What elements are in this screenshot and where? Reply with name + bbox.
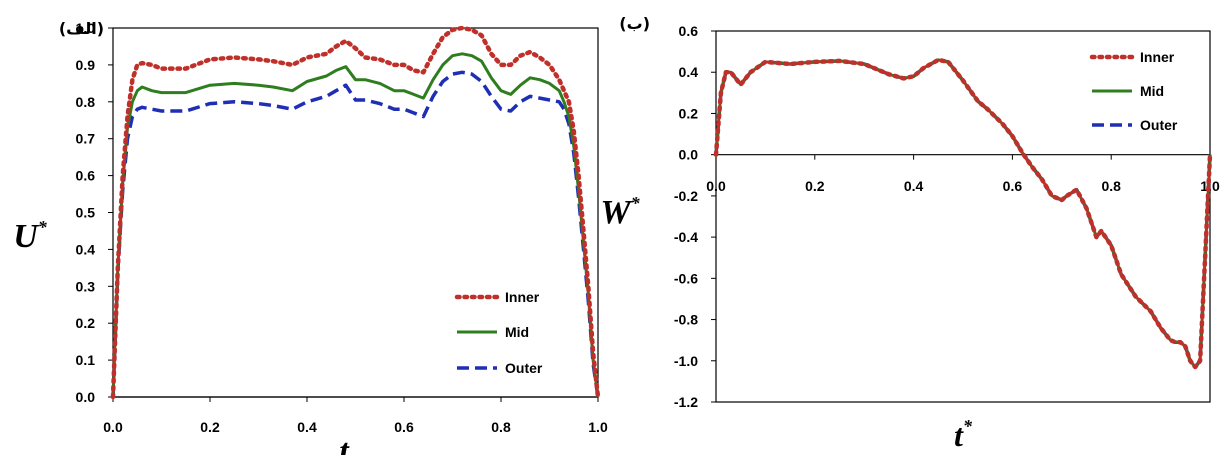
y-tick-label: -0.2 — [674, 188, 698, 204]
y-tick-label: -0.8 — [674, 312, 698, 328]
y-axis-label: U* — [13, 217, 48, 255]
x-tick-label: 0.8 — [491, 419, 511, 435]
panel-label: (ب) — [619, 14, 650, 33]
x-tick-label: 0.4 — [904, 178, 924, 194]
chart-panel-1: 0.0 0.1 0.2 0.3 0.4 0.5 0.6 0.7 0.8 0.9 1.0 0.0 0.2 0… — [13, 19, 608, 455]
y-tick-label: 0.1 — [76, 352, 96, 368]
y-tick-label: -0.6 — [674, 270, 698, 286]
y-tick-label: 0.6 — [76, 168, 96, 184]
series-line-mid — [714, 58, 1212, 369]
x-tick-label: 0.0 — [103, 419, 123, 435]
legend-label-inner: Inner — [1140, 49, 1175, 65]
x-tick-label: 0.6 — [1003, 178, 1023, 194]
x-tick-label: 0.0 — [706, 178, 726, 194]
legend-label-outer: Outer — [505, 360, 543, 376]
x-axis-label: t — [339, 433, 350, 455]
y-tick-label: 0.3 — [76, 278, 96, 294]
y-tick-label: 0.0 — [679, 147, 699, 163]
y-tick-label: -0.4 — [674, 229, 698, 245]
x-tick-label: 1.0 — [588, 419, 608, 435]
legend-label-mid: Mid — [505, 324, 529, 340]
y-tick-label: 0.5 — [76, 205, 96, 221]
y-tick-label: 0.9 — [76, 57, 96, 73]
x-tick-label: 0.6 — [394, 419, 414, 435]
series-line-inner — [713, 57, 1213, 370]
x-tick-label: 0.2 — [805, 178, 825, 194]
y-tick-label: 0.2 — [76, 315, 96, 331]
plot-frame — [715, 30, 1211, 403]
y-tick-label: 0.4 — [679, 64, 699, 80]
y-tick-label: -1.2 — [674, 394, 698, 410]
x-tick-label: 0.4 — [297, 419, 317, 435]
y-tick-label: 0.4 — [76, 241, 96, 257]
series-line-mid — [111, 52, 600, 398]
panel-label: (الف) — [59, 19, 104, 38]
y-tick-label: 0.2 — [679, 105, 699, 121]
y-tick-label: -1.0 — [674, 353, 698, 369]
y-tick-label: 0.7 — [76, 131, 96, 147]
chart-panel-2: 0.6 0.4 0.2 0.0 -0.2 -0.4 -0.6 -0.8 -1.0 -1.2 0.0 0… — [600, 14, 1220, 453]
series-line-outer — [111, 70, 600, 398]
series-line-outer — [714, 58, 1212, 369]
y-axis-label: W* — [600, 193, 640, 231]
y-tick-label: 0.0 — [76, 389, 96, 405]
series-line-inner — [110, 25, 601, 400]
y-tick-label: 0.8 — [76, 94, 96, 110]
x-axis-label: t* — [954, 416, 973, 453]
legend-label-inner: Inner — [505, 289, 540, 305]
y-tick-label: 0.6 — [679, 23, 699, 39]
x-tick-label: 0.2 — [200, 419, 220, 435]
legend-label-mid: Mid — [1140, 83, 1164, 99]
legend-label-outer: Outer — [1140, 117, 1178, 133]
y-tick-label: 1.0 — [76, 20, 96, 36]
x-tick-label: 0.8 — [1101, 178, 1121, 194]
